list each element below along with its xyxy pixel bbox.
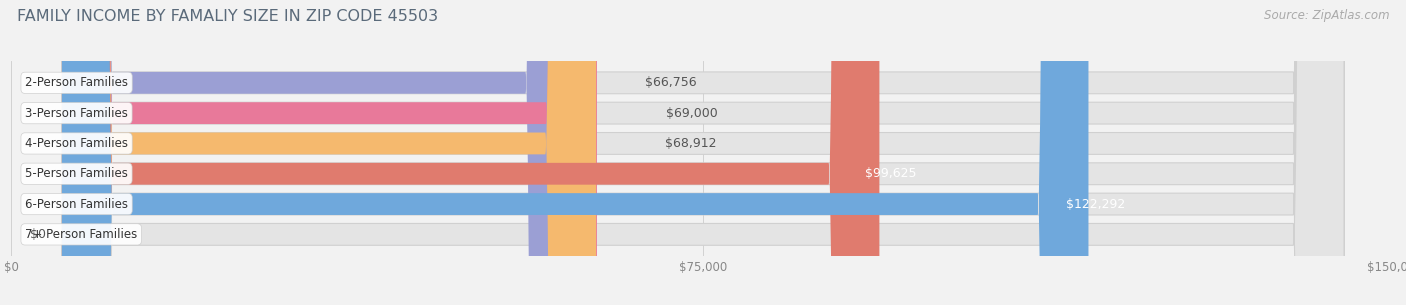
FancyBboxPatch shape — [62, 0, 1344, 305]
FancyBboxPatch shape — [62, 0, 879, 305]
Text: 6-Person Families: 6-Person Families — [25, 198, 128, 210]
FancyBboxPatch shape — [62, 0, 598, 305]
Text: $122,292: $122,292 — [1066, 198, 1125, 210]
Text: 2-Person Families: 2-Person Families — [25, 76, 128, 89]
FancyBboxPatch shape — [62, 0, 1344, 305]
Text: $66,756: $66,756 — [645, 76, 697, 89]
Text: $99,625: $99,625 — [865, 167, 917, 180]
Text: 7+ Person Families: 7+ Person Families — [25, 228, 138, 241]
Text: 5-Person Families: 5-Person Families — [25, 167, 128, 180]
Text: 4-Person Families: 4-Person Families — [25, 137, 128, 150]
FancyBboxPatch shape — [62, 0, 1344, 305]
FancyBboxPatch shape — [62, 0, 1344, 305]
Text: 3-Person Families: 3-Person Families — [25, 107, 128, 120]
FancyBboxPatch shape — [62, 0, 1344, 305]
FancyBboxPatch shape — [62, 0, 1088, 305]
Text: $0: $0 — [30, 228, 45, 241]
Text: $68,912: $68,912 — [665, 137, 717, 150]
FancyBboxPatch shape — [62, 0, 596, 305]
Text: $69,000: $69,000 — [666, 107, 718, 120]
Text: Source: ZipAtlas.com: Source: ZipAtlas.com — [1264, 9, 1389, 22]
FancyBboxPatch shape — [62, 0, 576, 305]
Text: FAMILY INCOME BY FAMALIY SIZE IN ZIP CODE 45503: FAMILY INCOME BY FAMALIY SIZE IN ZIP COD… — [17, 9, 439, 24]
FancyBboxPatch shape — [62, 0, 1344, 305]
